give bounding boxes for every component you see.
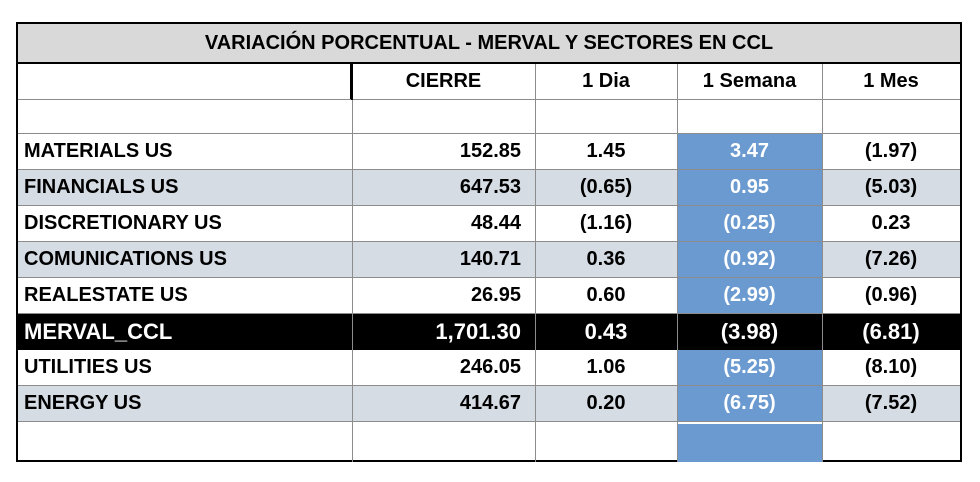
table-row: DISCRETIONARY US 48.44 (1.16) (0.25) 0.23 bbox=[18, 206, 960, 242]
cell-dia: (0.65) bbox=[579, 176, 633, 198]
cell-dia: 1.45 bbox=[586, 140, 626, 162]
cell-semana: (5.25) bbox=[677, 350, 822, 385]
table-row: UTILITIES US 246.05 1.06 (5.25) (8.10) bbox=[18, 350, 960, 386]
cell-semana: 3.47 bbox=[677, 134, 822, 169]
col-divider-2 bbox=[535, 64, 536, 462]
table-title: VARIACIÓN PORCENTUAL - MERVAL Y SECTORES… bbox=[18, 24, 960, 64]
table-row: FINANCIALS US 647.53 (0.65) 0.95 (5.03) bbox=[18, 170, 960, 206]
cell-mes: (6.81) bbox=[862, 318, 920, 344]
cell-semana: (0.92) bbox=[677, 242, 822, 277]
table-row: REALESTATE US 26.95 0.60 (2.99) (0.96) bbox=[18, 278, 960, 314]
cell-cierre: 26.95 bbox=[470, 284, 521, 306]
cell-cierre: 647.53 bbox=[459, 176, 521, 198]
header-name bbox=[18, 64, 352, 99]
table-row: ENERGY US 414.67 0.20 (6.75) (7.52) bbox=[18, 386, 960, 422]
cell-name: MERVAL_CCL bbox=[24, 318, 173, 344]
cell-mes: (7.26) bbox=[864, 248, 918, 270]
cell-mes: (7.52) bbox=[864, 392, 918, 414]
table-row: COMUNICATIONS US 140.71 0.36 (0.92) (7.26) bbox=[18, 242, 960, 278]
header-row: CIERRE 1 Dia 1 Semana 1 Mes bbox=[18, 64, 960, 100]
cell-cierre: 152.85 bbox=[459, 140, 521, 162]
cell-name: COMUNICATIONS US bbox=[24, 248, 227, 270]
cell-name: REALESTATE US bbox=[24, 284, 188, 306]
cell-cierre: 246.05 bbox=[459, 356, 521, 378]
cell-dia: 0.20 bbox=[586, 392, 626, 414]
col-divider-1 bbox=[352, 64, 353, 462]
cell-mes: (8.10) bbox=[864, 356, 918, 378]
cell-cierre: 48.44 bbox=[470, 212, 521, 234]
variation-table: VARIACIÓN PORCENTUAL - MERVAL Y SECTORES… bbox=[16, 22, 962, 462]
cell-dia: 1.06 bbox=[586, 356, 626, 378]
cell-name: FINANCIALS US bbox=[24, 176, 179, 198]
cell-semana: (2.99) bbox=[677, 278, 822, 313]
cell-name: ENERGY US bbox=[24, 392, 142, 414]
cell-cierre: 414.67 bbox=[459, 392, 521, 414]
col-divider-4 bbox=[822, 64, 823, 462]
cell-mes: (1.97) bbox=[864, 140, 918, 162]
blank-row-end-week-cell bbox=[677, 424, 822, 462]
header-1-semana: 1 Semana bbox=[702, 70, 797, 92]
cell-dia: 0.60 bbox=[586, 284, 626, 306]
header-cierre: CIERRE bbox=[405, 70, 482, 92]
cell-dia: (1.16) bbox=[579, 212, 633, 234]
cell-name: MATERIALS US bbox=[24, 140, 173, 162]
cell-cierre: 1,701.30 bbox=[435, 318, 521, 344]
cell-cierre: 140.71 bbox=[459, 248, 521, 270]
blank-row bbox=[18, 100, 960, 134]
cell-dia: 0.36 bbox=[586, 248, 626, 270]
col-divider-3 bbox=[677, 64, 678, 462]
cell-name: DISCRETIONARY US bbox=[24, 212, 222, 234]
blank-row-week-cell bbox=[677, 100, 822, 133]
cell-name: UTILITIES US bbox=[24, 356, 152, 378]
cell-semana: (6.75) bbox=[677, 386, 822, 421]
cell-semana: 0.95 bbox=[677, 170, 822, 205]
cell-dia: 0.43 bbox=[584, 318, 628, 344]
table-row: MERVAL_CCL 1,701.30 0.43 (3.98) (6.81) bbox=[18, 314, 960, 350]
cell-semana: (0.25) bbox=[677, 206, 822, 241]
cell-mes: (5.03) bbox=[864, 176, 918, 198]
header-1-mes: 1 Mes bbox=[863, 70, 919, 92]
header-name-divider bbox=[351, 64, 353, 100]
cell-mes: (0.96) bbox=[864, 284, 918, 306]
cell-semana: (3.98) bbox=[677, 314, 822, 349]
blank-row-end bbox=[18, 424, 960, 462]
cell-mes: 0.23 bbox=[871, 212, 911, 234]
table-row: MATERIALS US 152.85 1.45 3.47 (1.97) bbox=[18, 134, 960, 170]
header-1-dia: 1 Dia bbox=[582, 70, 630, 92]
